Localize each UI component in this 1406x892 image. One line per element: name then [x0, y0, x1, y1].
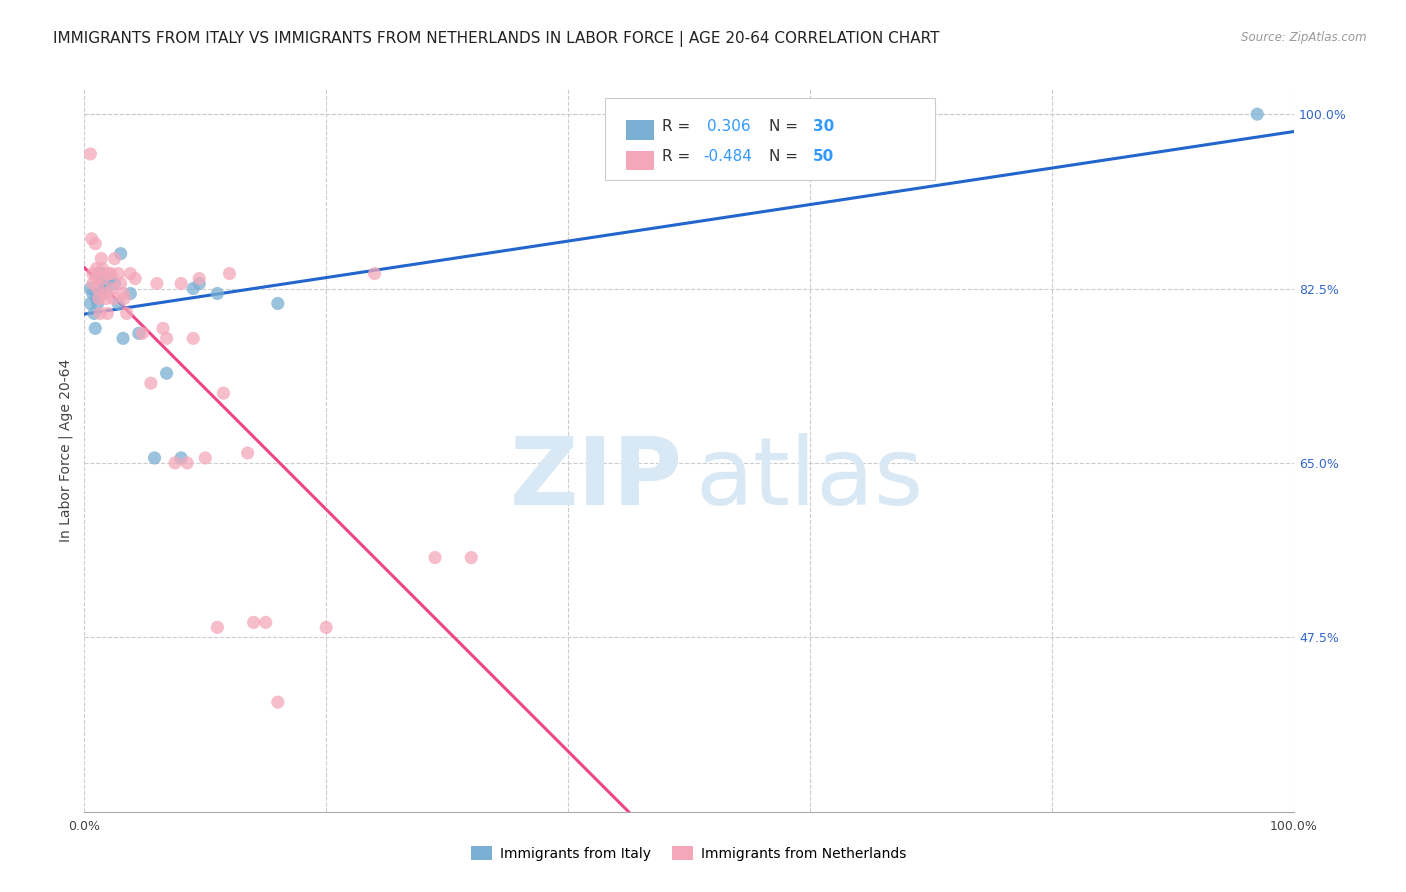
Text: ZIP: ZIP — [510, 434, 683, 525]
Point — [207, 620, 229, 634]
Point — [152, 321, 174, 335]
Point — [86, 292, 108, 306]
Point — [181, 281, 204, 295]
Point — [146, 277, 169, 291]
Point — [112, 286, 135, 301]
Point — [86, 296, 108, 310]
Point — [86, 286, 108, 301]
Point — [79, 147, 101, 161]
Point — [100, 271, 122, 285]
Point — [267, 695, 290, 709]
Point — [218, 267, 240, 281]
Point — [84, 236, 107, 251]
Point — [131, 326, 153, 341]
Point — [107, 267, 129, 281]
Point — [90, 252, 112, 266]
Point — [212, 386, 235, 401]
Point — [93, 271, 115, 285]
Point — [83, 306, 105, 320]
Point — [80, 232, 103, 246]
Text: R =: R = — [662, 149, 696, 164]
Point — [82, 286, 104, 301]
Point — [207, 286, 229, 301]
Point — [165, 456, 187, 470]
Point — [120, 267, 142, 281]
Point — [1246, 107, 1268, 121]
Point — [423, 550, 446, 565]
Point — [94, 286, 117, 301]
Point — [155, 331, 177, 345]
Text: N =: N = — [769, 149, 803, 164]
Point — [115, 306, 138, 320]
Point — [194, 450, 217, 465]
Point — [188, 277, 211, 291]
Point — [93, 268, 115, 283]
Point — [460, 550, 482, 565]
Point — [91, 267, 114, 281]
Point — [91, 261, 114, 276]
Point — [267, 296, 290, 310]
Point — [103, 292, 125, 306]
Point — [181, 331, 204, 345]
Point — [128, 326, 150, 341]
Point — [155, 366, 177, 380]
Point — [79, 281, 101, 295]
Point — [236, 446, 259, 460]
Point — [363, 267, 385, 281]
Text: atlas: atlas — [695, 434, 924, 525]
Point — [100, 267, 122, 281]
Legend: Immigrants from Italy, Immigrants from Netherlands: Immigrants from Italy, Immigrants from N… — [465, 840, 912, 866]
Point — [101, 281, 124, 295]
Point — [139, 376, 162, 391]
Point — [188, 271, 211, 285]
Text: Source: ZipAtlas.com: Source: ZipAtlas.com — [1241, 31, 1367, 45]
Text: IMMIGRANTS FROM ITALY VS IMMIGRANTS FROM NETHERLANDS IN LABOR FORCE | AGE 20-64 : IMMIGRANTS FROM ITALY VS IMMIGRANTS FROM… — [53, 31, 941, 47]
Point — [242, 615, 264, 630]
Point — [96, 306, 118, 320]
Text: N =: N = — [769, 119, 803, 134]
Point — [94, 277, 117, 291]
Point — [84, 321, 107, 335]
Point — [120, 286, 142, 301]
Point — [104, 252, 127, 266]
Point — [97, 267, 120, 281]
Point — [87, 267, 110, 281]
Point — [89, 306, 111, 320]
Point — [104, 277, 127, 291]
Point — [112, 292, 135, 306]
Point — [86, 261, 108, 276]
Point — [254, 615, 277, 630]
Point — [315, 620, 337, 634]
Text: 50: 50 — [813, 149, 834, 164]
Point — [87, 292, 110, 306]
Point — [89, 277, 111, 291]
Point — [94, 285, 117, 299]
Text: -0.484: -0.484 — [703, 149, 752, 164]
Point — [86, 271, 108, 285]
Point — [110, 246, 132, 260]
Text: 0.306: 0.306 — [707, 119, 751, 134]
Point — [79, 296, 101, 310]
Point — [112, 331, 135, 345]
Text: 30: 30 — [813, 119, 834, 134]
Point — [124, 271, 146, 285]
Point — [176, 456, 198, 470]
Point — [170, 450, 193, 465]
Point — [170, 277, 193, 291]
Point — [82, 277, 104, 291]
Point — [143, 450, 166, 465]
Point — [86, 281, 108, 295]
Point — [90, 286, 112, 301]
Y-axis label: In Labor Force | Age 20-64: In Labor Force | Age 20-64 — [59, 359, 73, 542]
Point — [107, 296, 129, 310]
Point — [110, 277, 132, 291]
Text: R =: R = — [662, 119, 696, 134]
Point — [82, 267, 104, 281]
Point — [94, 292, 117, 306]
